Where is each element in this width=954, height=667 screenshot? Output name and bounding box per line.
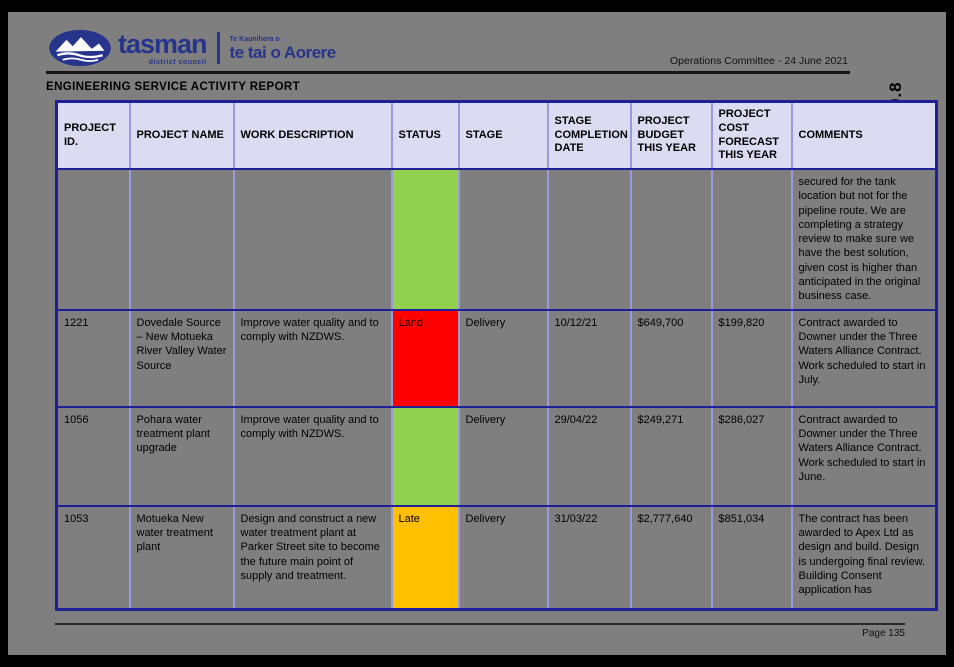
cell-project-id: 1221 [55,308,131,408]
cell-comments: secured for the tank location but not fo… [790,168,938,311]
table-row: secured for the tank location but not fo… [55,168,938,311]
cell-work-description: Improve water quality and to comply with… [232,308,393,408]
cell-project-name: Pohara water treatment plant upgrade [128,405,235,507]
column-header: COMMENTS [790,100,938,170]
cell-project-id: 1053 [55,504,131,611]
cell-comments: Contract awarded to Downer under the Thr… [790,405,938,507]
cell-project-name: Motueka New water treatment plant [128,504,235,611]
cell-project-name: Dovedale Source – New Motueka River Vall… [128,308,235,408]
tasman-council-logo: tasman district council Te Kaunihera o t… [48,25,336,71]
header-rule [46,71,850,74]
cell-stage [457,168,549,311]
cell-status: Late [390,504,460,611]
column-header: PROJECT NAME [128,100,235,170]
cell-work-description [232,168,393,311]
column-header: STAGE COMPLETION DATE [546,100,632,170]
cell-project-budget [629,168,713,311]
cell-project-name [128,168,235,311]
cell-cost-forecast [710,168,793,311]
footer-rule [55,623,905,625]
page-number: Page 135 [862,628,905,639]
cell-stage-completion-date [546,168,632,311]
logo-maori-big-text: te tai o Aorere [229,42,337,62]
cell-stage-completion-date: 10/12/21 [546,308,632,408]
table-row: 1053 Motueka New water treatment plant D… [55,504,938,611]
column-header: STAGE [457,100,549,170]
column-header: STATUS [390,100,460,170]
report-table-body: secured for the tank location but not fo… [55,168,938,611]
logo-subtitle: district council [148,58,207,66]
cell-stage-completion-date: 29/04/22 [546,405,632,507]
column-header: PROJECT BUDGET THIS YEAR [629,100,713,170]
tasman-logo-icon [49,29,111,67]
cell-status [390,168,460,311]
logo-maori-small-text: Te Kaunihera o [229,35,280,43]
cell-cost-forecast: $286,027 [710,405,793,507]
cell-stage: Delivery [457,308,549,408]
cell-project-id [55,168,131,311]
committee-header-text: Operations Committee - 24 June 2021 [669,55,848,67]
cell-cost-forecast: $851,034 [710,504,793,611]
activity-report-table: PROJECT ID. PROJECT NAME WORK DESCRIPTION S… [55,100,938,611]
cell-status [390,405,460,507]
document-page: tasman district council Te Kaunihera o t… [8,12,946,655]
cell-stage: Delivery [457,405,549,507]
column-header: PROJECT COST FORECAST THIS YEAR [710,100,793,170]
page-title: ENGINEERING SERVICE ACTIVITY REPORT [46,81,301,93]
logo-divider [216,32,220,64]
cell-work-description: Design and construct a new water treatme… [232,504,393,611]
cell-cost-forecast: $199,820 [710,308,793,408]
logo-wordmark: tasman district council [118,28,208,66]
logo-name: tasman [118,28,208,59]
cell-comments: Contract awarded to Downer under the Thr… [790,308,938,408]
table-row: 1221 Dovedale Source – New Motueka River… [55,308,938,408]
table-row: 1056 Pohara water treatment plant upgrad… [55,405,938,507]
column-header: PROJECT ID. [55,100,131,170]
cell-status: Land [390,308,460,408]
cell-work-description: Improve water quality and to comply with… [232,405,393,507]
cell-project-budget: $2,777,640 [629,504,713,611]
logo-maori-name: Te Kaunihera o te tai o Aorere [229,35,337,62]
cell-stage-completion-date: 31/03/22 [546,504,632,611]
cell-comments: The contract has been awarded to Apex Lt… [790,504,938,611]
cell-project-id: 1056 [55,405,131,507]
cell-stage: Delivery [457,504,549,611]
cell-project-budget: $249,271 [629,405,713,507]
cell-project-budget: $649,700 [629,308,713,408]
column-header: WORK DESCRIPTION [232,100,393,170]
table-header-row: PROJECT ID. PROJECT NAME WORK DESCRIPTION S… [55,100,938,170]
